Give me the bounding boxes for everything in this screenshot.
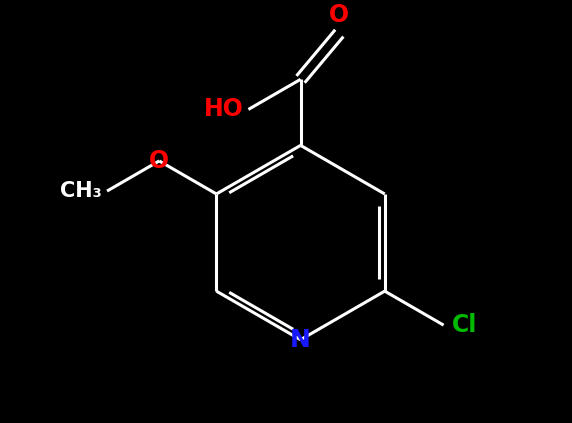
Text: CH₃: CH₃ <box>61 181 102 201</box>
Text: O: O <box>329 3 349 27</box>
Text: Cl: Cl <box>451 313 477 337</box>
Text: HO: HO <box>204 97 244 121</box>
Text: N: N <box>290 328 311 352</box>
Text: O: O <box>149 149 169 173</box>
